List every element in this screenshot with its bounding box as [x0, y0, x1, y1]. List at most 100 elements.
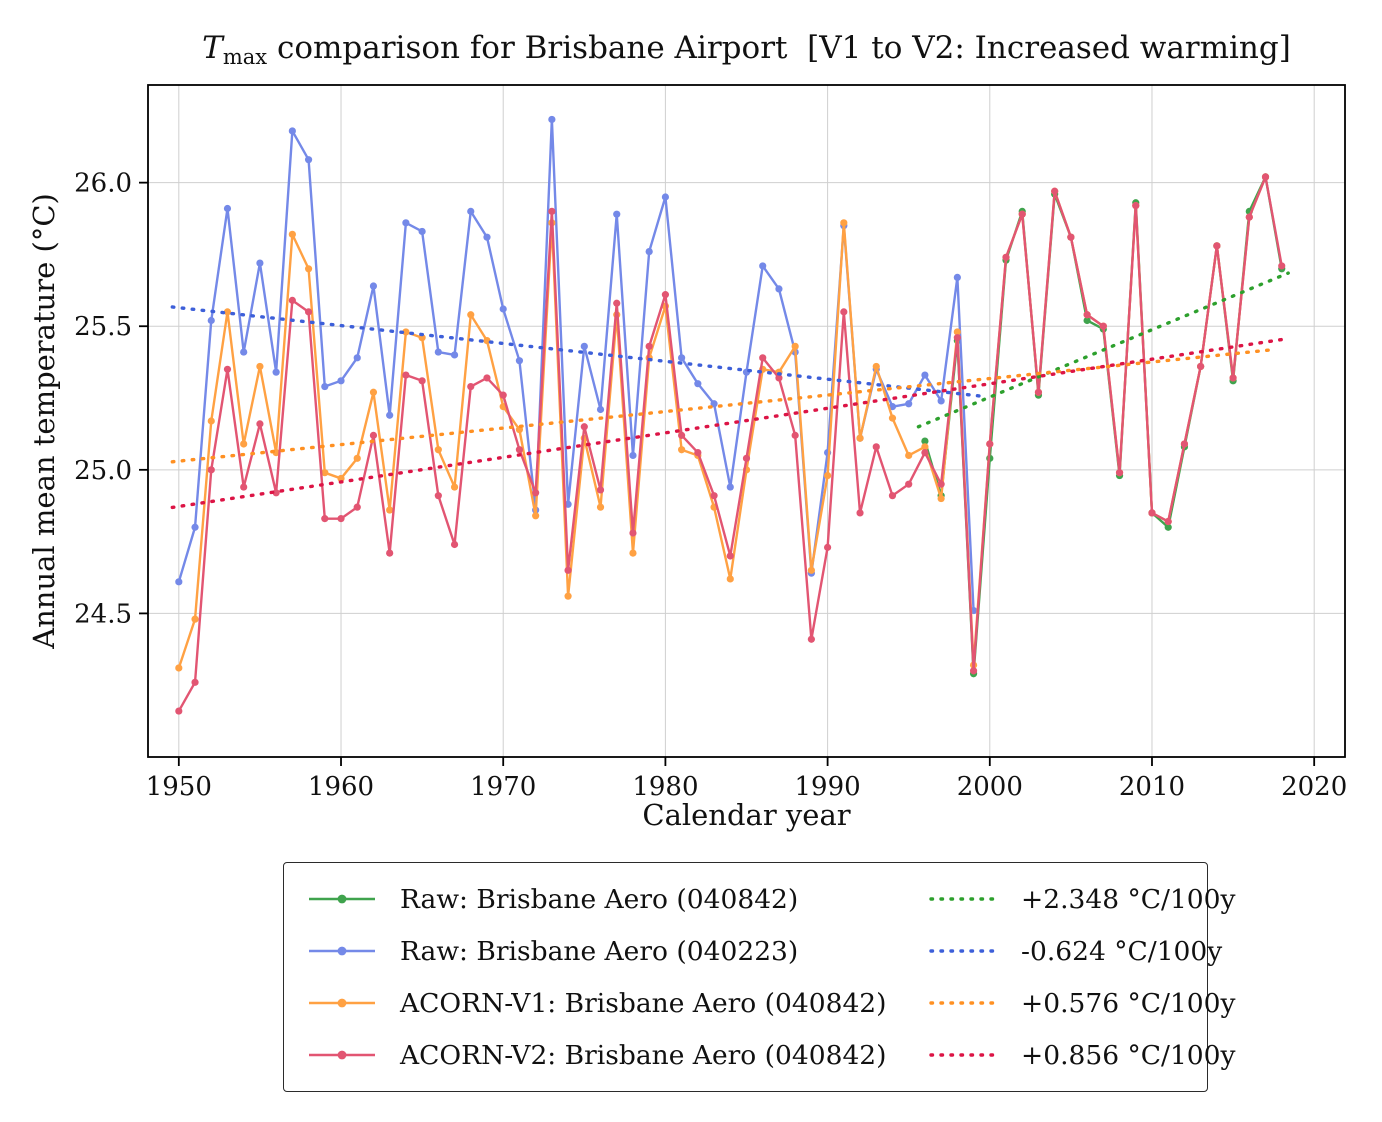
data-point	[386, 506, 394, 514]
data-point	[888, 414, 897, 422]
title-text: comparison for Brisbane Airport [V1 to V…	[267, 30, 1291, 66]
data-point	[369, 282, 378, 290]
data-point	[499, 305, 507, 313]
y-tick-label: 26.0	[74, 169, 132, 199]
data-point	[191, 678, 199, 686]
data-point	[304, 308, 313, 316]
y-tick-label: 25.5	[74, 312, 132, 342]
y-tick-label: 24.5	[74, 599, 132, 629]
data-point	[872, 443, 880, 451]
title-subscript: max	[222, 45, 268, 69]
y-axis-label: Annual mean temperature (°C)	[27, 193, 61, 649]
legend: Raw: Brisbane Aero (040842) +2.348 °C/10…	[283, 862, 1236, 1092]
data-point	[1164, 523, 1172, 531]
data-point	[240, 483, 248, 491]
chart-title: Tmax comparison for Brisbane Airport [V1…	[148, 30, 1345, 69]
data-point	[450, 351, 459, 359]
series-line-swatch-icon	[309, 894, 375, 904]
series-markers-0	[921, 173, 1286, 678]
data-point	[775, 374, 783, 382]
data-point	[353, 454, 361, 462]
series-markers-2	[175, 173, 1270, 672]
data-point	[369, 431, 378, 439]
data-point	[840, 219, 848, 227]
data-point	[969, 667, 978, 675]
data-point	[629, 549, 637, 557]
data-point	[872, 362, 880, 371]
legend-trend-label: +0.576 °C/100y	[1021, 987, 1236, 1019]
data-point	[1245, 213, 1253, 221]
data-point	[434, 492, 442, 500]
x-tick-label: 2020	[1281, 772, 1347, 802]
data-point	[856, 509, 864, 517]
data-point	[678, 446, 686, 454]
data-point	[256, 420, 264, 428]
legend-series-label: ACORN-V2: Brisbane Aero (040842)	[400, 1039, 887, 1071]
data-point	[775, 285, 783, 293]
data-point	[175, 578, 183, 586]
data-point	[905, 451, 913, 460]
data-point	[288, 127, 296, 135]
data-point	[1148, 509, 1156, 517]
data-point	[402, 219, 410, 227]
data-point	[288, 296, 296, 304]
data-point	[337, 515, 345, 523]
data-point	[1197, 362, 1205, 371]
data-point	[856, 434, 864, 442]
data-point	[953, 273, 961, 282]
data-point	[1034, 388, 1043, 396]
data-point	[629, 529, 637, 537]
data-point	[515, 357, 524, 365]
legend-row: Raw: Brisbane Aero (040223) -0.624 °C/10…	[306, 936, 1236, 967]
data-point	[694, 380, 702, 388]
data-point	[337, 474, 345, 483]
data-point	[1083, 316, 1091, 325]
data-point	[483, 374, 491, 382]
data-point	[937, 480, 945, 488]
data-point	[337, 377, 345, 385]
data-point	[921, 437, 929, 445]
data-point	[694, 448, 702, 457]
series-line-2	[177, 176, 1267, 669]
data-point	[1018, 210, 1026, 218]
data-point	[564, 566, 572, 574]
data-point	[321, 469, 329, 477]
trend-line-2	[170, 348, 1274, 464]
data-point	[467, 207, 475, 215]
trend-line-1	[170, 305, 982, 398]
data-point	[1132, 202, 1140, 210]
series-markers-3	[175, 173, 1286, 715]
data-point	[953, 328, 961, 336]
data-point	[1051, 187, 1059, 195]
data-point	[402, 328, 410, 336]
data-point	[532, 489, 540, 497]
data-point	[288, 230, 296, 238]
plot-area: 1950 1960 1970 1980 1990 2000 2010 2020 24.5 25.0…	[74, 84, 1347, 802]
data-point	[207, 316, 215, 325]
x-tick-label: 1970	[470, 772, 536, 802]
data-point	[223, 204, 232, 213]
data-point	[629, 451, 637, 460]
trend-dash-swatch-icon	[929, 897, 998, 901]
data-point	[921, 448, 929, 457]
x-tick-label: 2000	[957, 772, 1023, 802]
data-point	[272, 368, 280, 376]
data-point	[678, 431, 686, 439]
data-point	[1002, 253, 1010, 261]
data-point	[369, 388, 378, 396]
data-point	[256, 362, 264, 371]
tick-marks	[139, 181, 1316, 766]
data-point	[726, 552, 734, 560]
data-point	[548, 207, 556, 215]
legend-series-label: Raw: Brisbane Aero (040223)	[400, 935, 799, 967]
data-point	[840, 308, 848, 316]
data-point	[823, 471, 832, 480]
data-point	[256, 259, 264, 267]
data-point	[353, 503, 361, 511]
legend-series-label: ACORN-V1: Brisbane Aero (040842)	[400, 987, 887, 1019]
data-point	[223, 365, 232, 373]
trend-line-0	[916, 271, 1290, 429]
legend-trend-label: -0.624 °C/100y	[1021, 935, 1223, 967]
data-point	[888, 492, 897, 500]
data-point	[223, 308, 232, 316]
